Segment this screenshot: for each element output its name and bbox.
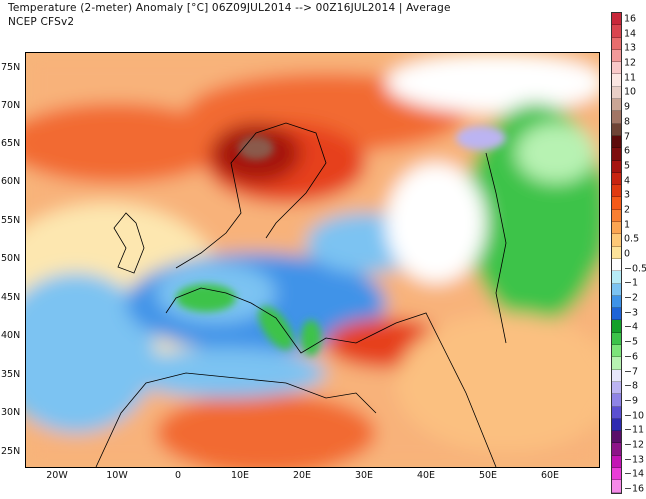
anomaly-map — [25, 52, 600, 468]
colorbar-swatch — [612, 135, 621, 149]
latitude-label: 55N — [1, 215, 21, 226]
colorbar-swatch — [612, 320, 621, 333]
colorbar-swatch — [612, 381, 621, 395]
colorbar-swatch — [612, 185, 621, 198]
colorbar-swatch — [612, 406, 621, 419]
colorbar-label: −6 — [624, 351, 639, 363]
colorbar-label: −0.5 — [624, 263, 646, 275]
colorbar-label: −7 — [624, 366, 639, 377]
colorbar-label: 8 — [624, 116, 631, 128]
colorbar-swatch — [612, 246, 621, 259]
colorbar-swatch — [612, 480, 621, 493]
colorbar-label: 14 — [624, 28, 637, 40]
colorbar-swatch — [612, 357, 621, 370]
colorbar-swatch — [612, 209, 621, 223]
latitude-label: 50N — [1, 253, 21, 264]
colorbar-label: −14 — [624, 468, 645, 480]
latitude-label: 35N — [1, 369, 21, 380]
latitude-label: 45N — [1, 292, 21, 303]
colorbar-swatch — [612, 111, 621, 124]
colorbar-label: 0 — [624, 248, 631, 260]
colorbar-swatch — [612, 369, 621, 382]
longitude-label: 60E — [540, 470, 560, 481]
colorbar-label: −10 — [624, 410, 645, 422]
colorbar-label: −2 — [624, 292, 639, 304]
colorbar-swatch — [612, 197, 621, 210]
longitude-label: 20W — [46, 470, 68, 481]
colorbar-swatch — [612, 308, 621, 321]
latitude-label: 60N — [1, 176, 21, 187]
colorbar-label: 12 — [624, 57, 637, 69]
colorbar — [611, 12, 622, 494]
colorbar-label: 3 — [624, 189, 631, 201]
colorbar-swatch — [612, 37, 621, 50]
colorbar-label: −11 — [624, 424, 645, 436]
colorbar-swatch — [612, 62, 621, 75]
longitude-label: 40E — [416, 470, 436, 481]
colorbar-label: −8 — [624, 380, 639, 392]
colorbar-swatch — [612, 332, 621, 346]
colorbar-swatch — [612, 234, 621, 247]
colorbar-swatch — [612, 25, 621, 38]
longitude-label: 30E — [354, 470, 374, 481]
latitude-label: 65N — [1, 138, 21, 149]
colorbar-swatch — [612, 172, 621, 186]
longitude-label: 20E — [292, 470, 312, 481]
colorbar-label: 5 — [624, 160, 631, 172]
colorbar-swatch — [612, 86, 621, 100]
colorbar-swatch — [612, 49, 621, 63]
colorbar-label: 4 — [624, 175, 631, 187]
colorbar-label: −1 — [624, 277, 639, 289]
longitude-label: 10W — [106, 470, 128, 481]
colorbar-label: −16 — [624, 483, 645, 495]
colorbar-swatch — [612, 283, 621, 296]
colorbar-label: 13 — [624, 42, 637, 54]
longitude-label: 50E — [478, 470, 498, 481]
colorbar-swatch — [612, 418, 621, 432]
colorbar-swatch — [612, 467, 621, 481]
colorbar-swatch — [612, 443, 621, 456]
latitude-label: 75N — [1, 62, 21, 73]
colorbar-swatch — [612, 13, 621, 26]
colorbar-label: −4 — [624, 321, 639, 333]
colorbar-swatch — [612, 222, 621, 235]
colorbar-swatch — [612, 123, 621, 136]
colorbar-label: 7 — [624, 131, 631, 142]
colorbar-swatch — [612, 148, 621, 161]
colorbar-label: 10 — [624, 86, 637, 98]
latitude-label: 40N — [1, 330, 21, 341]
colorbar-swatch — [612, 455, 621, 468]
colorbar-swatch — [612, 99, 621, 112]
longitude-label: 0 — [174, 470, 182, 481]
colorbar-label: 2 — [624, 204, 631, 216]
colorbar-swatch — [612, 345, 621, 358]
chart-title: Temperature (2-meter) Anomaly [°C] 06Z09… — [8, 2, 451, 14]
colorbar-label: −13 — [624, 454, 645, 466]
colorbar-label: −9 — [624, 395, 639, 407]
colorbar-swatch — [612, 295, 621, 309]
colorbar-swatch — [612, 160, 621, 173]
colorbar-swatch — [612, 74, 621, 87]
colorbar-label: −12 — [624, 439, 645, 451]
latitude-label: 30N — [1, 407, 21, 418]
colorbar-label: 1 — [624, 219, 631, 231]
anomaly-field — [26, 53, 599, 467]
colorbar-label: −5 — [624, 336, 639, 348]
colorbar-label: −3 — [624, 307, 639, 319]
colorbar-swatch — [612, 271, 621, 284]
colorbar-label: 0.5 — [624, 233, 640, 245]
colorbar-swatch — [612, 258, 621, 272]
colorbar-label: 9 — [624, 101, 631, 113]
colorbar-label: 6 — [624, 145, 631, 157]
model-source: NCEP CFSv2 — [8, 16, 75, 28]
colorbar-swatch — [612, 394, 621, 407]
colorbar-swatch — [612, 431, 621, 444]
colorbar-label: 16 — [624, 13, 637, 25]
longitude-label: 10E — [230, 470, 250, 481]
latitude-label: 70N — [1, 100, 21, 111]
colorbar-label: 11 — [624, 72, 637, 84]
latitude-label: 25N — [1, 446, 21, 457]
